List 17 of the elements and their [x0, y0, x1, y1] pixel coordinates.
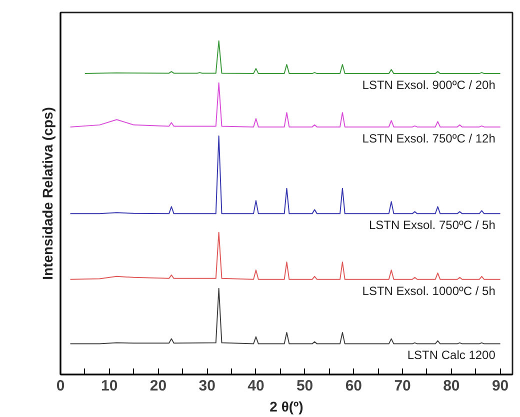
- series-label: LSTN Exsol. 1000ºC / 5h: [362, 284, 496, 298]
- y-axis-title: Intensidade Relativa (cps): [40, 107, 56, 280]
- x-tick-label: 80: [443, 378, 460, 394]
- series-label: LSTN Exsol. 750ºC / 12h: [362, 131, 496, 146]
- x-tick-label: 70: [394, 378, 411, 394]
- series-label: LSTN Exsol. 750ºC / 5h: [368, 218, 496, 232]
- x-tick-label: 40: [248, 378, 264, 394]
- x-axis-title: 2 θ(º): [270, 398, 304, 414]
- x-tick-label: 50: [296, 378, 314, 394]
- x-tick-label: 20: [150, 378, 167, 394]
- x-tick-label: 10: [101, 378, 118, 394]
- x-tick-label: 60: [345, 378, 362, 394]
- x-tick-label: 90: [492, 378, 509, 394]
- series-label: LSTN Calc 1200: [407, 348, 496, 362]
- series-label: LSTN Exsol. 900ºC / 20h: [362, 78, 496, 92]
- x-tick-label: 30: [198, 378, 216, 394]
- x-tick-label: 0: [56, 378, 65, 394]
